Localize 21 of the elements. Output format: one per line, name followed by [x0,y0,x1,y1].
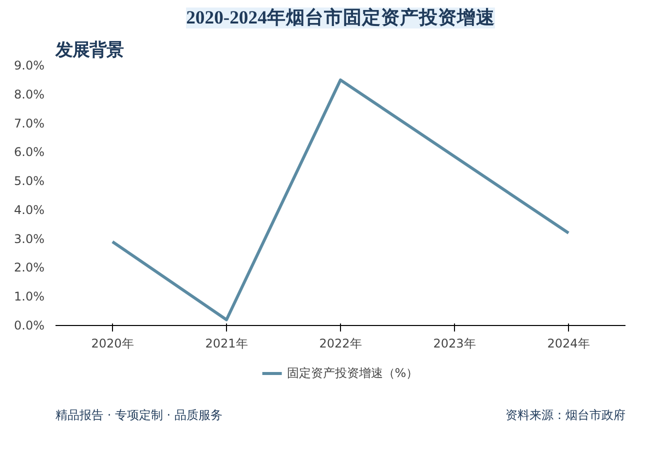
y-tick-label: 2.0% [14,260,45,275]
x-tick-label: 2020年 [91,336,134,350]
y-tick-label: 5.0% [14,174,45,188]
y-tick-label: 3.0% [14,232,45,246]
x-tick-label: 2022年 [319,336,362,350]
text: 发展背景 [54,40,124,60]
y-tick-label: 8.0% [14,87,45,102]
chart-title: 2020-2024年烟台市固定资产投资增速 [186,6,495,28]
x-tick-label: 2024年 [547,336,590,350]
y-tick-label: 4.0% [14,202,45,217]
text: 资料来源：烟台市政府 [506,408,626,422]
x-tick-label: 2021年 [205,336,248,350]
line-series [111,78,570,322]
y-tick-label: 7.0% [14,116,45,130]
y-tick-label: 6.0% [14,145,45,160]
x-tick-label: 2023年 [433,336,476,350]
y-tick-label: 9.0% [14,58,45,72]
legend-label: 固定资产投资增速（%） [286,364,418,382]
text: 精品报告 · 专项定制 · 品质服务 [56,408,222,422]
y-tick-label: 1.0% [14,290,45,304]
y-tick-label: 0.0% [14,318,45,332]
